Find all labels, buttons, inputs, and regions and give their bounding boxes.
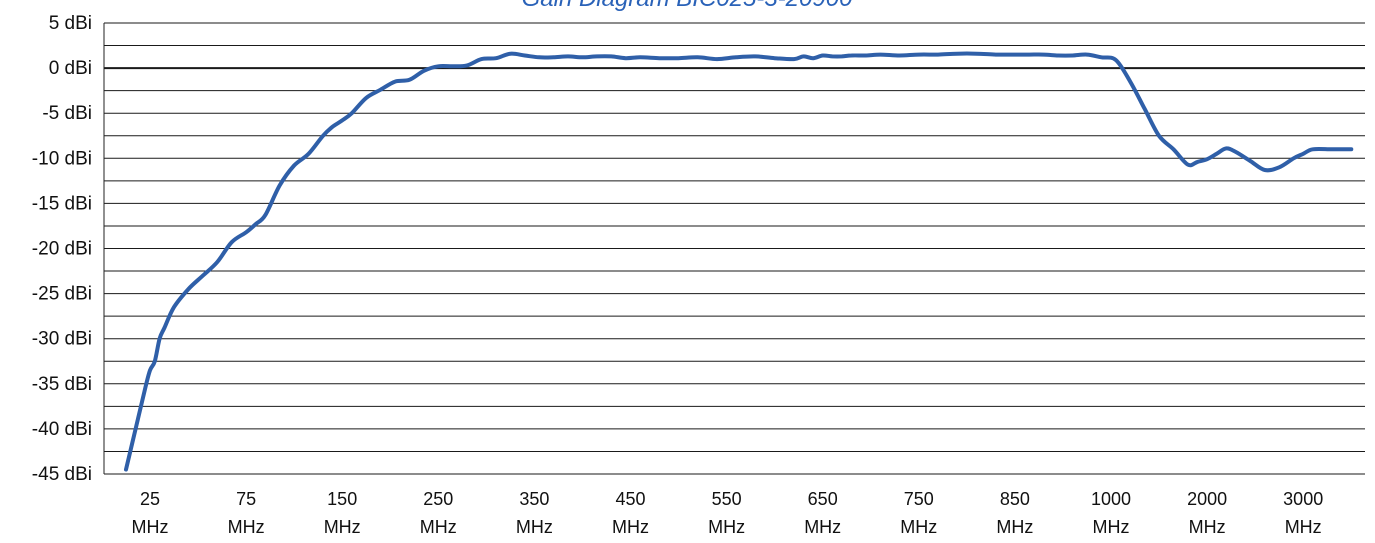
x-tick-label: 750 MHz xyxy=(900,489,937,537)
y-tick-label: 5 dBi xyxy=(49,13,92,34)
y-tick-label: -20 dBi xyxy=(32,239,92,260)
x-tick-label: 150 MHz xyxy=(324,489,361,537)
y-tick-label: -35 dBi xyxy=(32,374,92,395)
x-tick-label: 550 MHz xyxy=(708,489,745,537)
x-tick-label: 350 MHz xyxy=(516,489,553,537)
chart-title: Gain Diagram BIC025-3-20900 xyxy=(522,0,853,12)
x-tick-label: 450 MHz xyxy=(612,489,649,537)
y-axis-ticks: 5 dBi 0 dBi -5 dBi -10 dBi -15 dBi -20 dBi -25… xyxy=(32,13,92,485)
x-tick-label: 75 MHz xyxy=(228,489,265,537)
x-tick-label: 250 MHz xyxy=(420,489,457,537)
y-tick-label: 0 dBi xyxy=(49,58,92,79)
y-tick-label: -15 dBi xyxy=(32,193,92,214)
y-tick-label: -30 dBi xyxy=(32,329,92,350)
x-tick-label: 2000 MHz xyxy=(1187,489,1227,537)
x-tick-label: 850 MHz xyxy=(996,489,1033,537)
gain-series-line xyxy=(124,51,1354,472)
x-axis-ticks: 25 MHz 75 MHz 150 MHz 250 MHz 350 MHz 450 MHz 550 MHz… xyxy=(132,489,1324,537)
x-tick-label: 650 MHz xyxy=(804,489,841,537)
y-tick-label: -5 dBi xyxy=(42,103,92,124)
x-tick-label: 1000 MHz xyxy=(1091,489,1131,537)
x-tick-label: 3000 MHz xyxy=(1283,489,1323,537)
grid-lines xyxy=(104,22,1365,475)
y-tick-label: -25 dBi xyxy=(32,284,92,305)
x-tick-label: 25 MHz xyxy=(132,489,169,537)
y-tick-label: -45 dBi xyxy=(32,464,92,485)
y-tick-label: -40 dBi xyxy=(32,419,92,440)
y-tick-label: -10 dBi xyxy=(32,148,92,169)
